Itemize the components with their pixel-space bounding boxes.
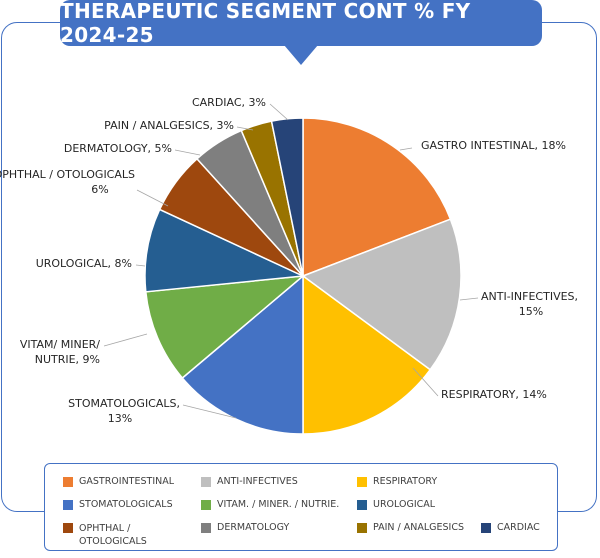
legend-label: ANTI-INFECTIVES [217,476,298,487]
chart-title: THERAPEUTIC SEGMENT CONT % FY 2024-25 [60,0,542,47]
data-label-4: VITAM/ MINER/NUTRIE, 9% [20,338,100,366]
legend-swatch [63,477,73,487]
legend-label: GASTROINTESTINAL [79,476,175,487]
leader-line-2 [412,367,439,397]
data-label-3: STOMATOLOGICALS, 13% [68,397,180,425]
legend-swatch [63,500,73,510]
pie-slice-5 [144,208,306,293]
legend-label: OPHTHAL / OTOLOGICALS [79,523,147,547]
data-label-6: OPHTHAL / OTOLOGICALS 6% [0,168,135,196]
legend-swatch [481,523,491,533]
legend-label: DERMATOLOGY [217,522,290,533]
data-label-2: RESPIRATORY, 14% [441,388,547,401]
legend-swatch [357,523,367,533]
legend-swatch [201,523,211,533]
legend-label: UROLOGICAL [373,499,436,510]
leader-line-4 [103,333,148,347]
legend-label: RESPIRATORY [373,476,438,487]
leader-line-8 [236,126,254,131]
leader-line-3 [182,404,237,419]
title-pointer [284,45,318,65]
data-label-5: UROLOGICAL, 8% [36,257,132,270]
leader-line-7 [174,149,201,156]
data-label-0: GASTRO INTESTINAL, 18% [421,139,566,152]
legend-swatch [201,500,211,510]
legend-label: CARDIAC [497,522,540,533]
legend-label: PAIN / ANALGESICS [373,522,465,533]
data-label-7: DERMATOLOGY, 5% [64,142,172,155]
leader-line-0 [399,147,413,151]
leader-line-1 [459,297,479,301]
data-label-9: CARDIAC, 3% [192,96,266,109]
legend-swatch [357,477,367,487]
pie-slice-4 [144,275,306,380]
pie-slice-3 [181,274,304,435]
pie-slice-1 [301,218,462,371]
legend-swatch [201,477,211,487]
chart-legend: GASTROINTESTINAL ANTI-INFECTIVES RESPIRATO… [44,463,558,551]
legend-swatch [63,523,73,533]
data-label-1: ANTI-INFECTIVES, 15% [481,290,578,318]
leader-line-9 [269,103,289,121]
leader-line-5 [135,264,146,267]
legend-swatch [357,500,367,510]
pie-slice-0 [302,117,452,278]
legend-label: STOMATOLOGICALS [79,499,173,510]
legend-label: VITAM. / MINER. / NUTRIE. [217,499,340,510]
leader-line-6 [136,189,169,207]
data-label-8: PAIN / ANALGESICS, 3% [104,119,234,132]
